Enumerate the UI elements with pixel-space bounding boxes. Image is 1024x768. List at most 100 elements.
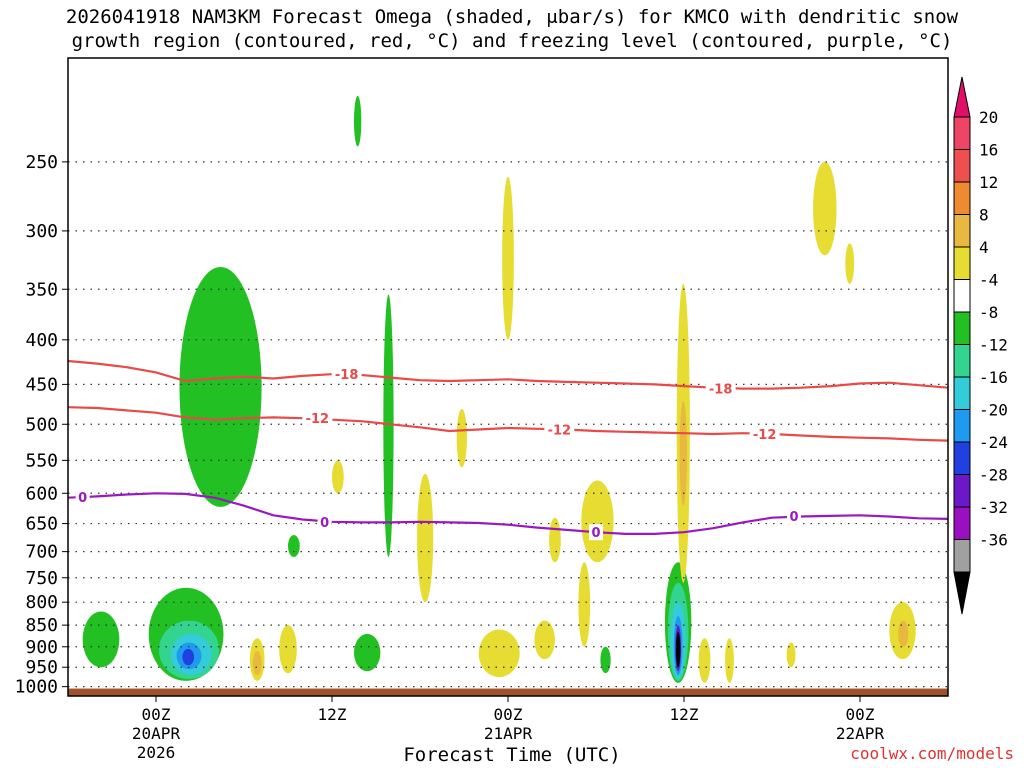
omega-region-32 (478, 629, 520, 678)
omega-region-10 (354, 633, 381, 672)
contour-label-bg-7 (589, 524, 603, 541)
omega-region-25 (578, 562, 591, 647)
y-tick-label-850: 850 (25, 615, 58, 636)
colorbar-label-11: -28 (979, 466, 1008, 485)
contour-label-bg-5 (75, 489, 90, 506)
omega-region-6 (182, 648, 195, 666)
x-tick-label-0-2: 2026 (137, 743, 176, 762)
omega-region-37 (898, 620, 909, 647)
y-tick-label-750: 750 (25, 568, 58, 589)
y-tick-label-400: 400 (25, 330, 58, 351)
contour-line-1 (68, 406, 948, 442)
y-tick-label-700: 700 (25, 542, 58, 563)
omega-region-7 (383, 294, 394, 558)
omega-region-8 (354, 95, 362, 147)
contour-label-5: 0 (78, 491, 87, 506)
omega-region-26 (549, 517, 561, 563)
omega-region-24 (581, 480, 614, 563)
omega-region-17 (675, 631, 681, 668)
contour-label-1: -12 (306, 412, 330, 427)
contour-label-3: -12 (753, 428, 777, 443)
y-tick-label-650: 650 (25, 514, 58, 535)
colorbar-swatch-7 (953, 344, 971, 378)
colorbar-swatch-2 (953, 181, 971, 215)
contour-label-bg-3 (749, 425, 780, 442)
x-tick-label-4-0: 00Z (846, 705, 875, 724)
colorbar-swatch-13 (953, 539, 971, 573)
colorbar-swatch-11 (953, 474, 971, 508)
contour-label-6: 0 (320, 516, 329, 531)
colorbar-swatch-5 (953, 279, 971, 313)
x-tick-label-2-1: 21APR (484, 724, 533, 743)
contour-label-bg-2 (544, 421, 575, 438)
contour-label-7: 0 (591, 526, 600, 541)
omega-region-11 (600, 646, 611, 674)
omega-region-34 (698, 638, 711, 683)
colorbar-label-9: -20 (979, 401, 1008, 420)
x-tick-label-0-1: 20APR (132, 724, 181, 743)
colorbar-swatch-4 (953, 246, 971, 280)
x-tick-label-4-1: 22APR (836, 724, 885, 743)
colorbar-label-0: 20 (979, 108, 998, 127)
colorbar-swatch-8 (953, 376, 971, 410)
colorbar-label-6: -8 (979, 303, 998, 322)
credit-text: coolwx.com/models (850, 744, 1014, 763)
x-tick-label-2-0: 00Z (494, 705, 523, 724)
colorbar-swatch-6 (953, 311, 971, 345)
y-tick-label-450: 450 (25, 374, 58, 395)
omega-region-19 (456, 408, 467, 468)
contour-label-bg-0 (331, 366, 362, 383)
colorbar-top-arrow (953, 76, 971, 118)
contour-label-0: -18 (335, 368, 359, 383)
omega-region-30 (252, 650, 262, 676)
colorbar-label-5: -4 (979, 271, 998, 290)
x-tick-label-1-0: 12Z (318, 705, 347, 724)
omega-region-33 (534, 620, 555, 660)
omega-region-35 (725, 638, 734, 683)
colorbar-swatch-9 (953, 409, 971, 443)
colorbar-swatch-12 (953, 506, 971, 540)
contour-label-bg-1 (302, 410, 333, 427)
omega-region-22 (813, 161, 837, 256)
x-tick-label-0-0: 00Z (142, 705, 171, 724)
colorbar-bottom-arrow (953, 571, 971, 615)
x-tick-label-3-0: 12Z (670, 705, 699, 724)
omega-region-21 (679, 400, 687, 506)
colorbar-swatch-10 (953, 441, 971, 475)
chart-title-line1: 2026041918 NAM3KM Forecast Omega (shaded… (65, 6, 959, 28)
contour-label-4: -18 (709, 383, 733, 398)
colorbar-label-13: -36 (979, 531, 1008, 550)
colorbar-label-10: -24 (979, 433, 1008, 452)
y-tick-label-1000: 1000 (15, 677, 58, 698)
colorbar-label-8: -16 (979, 368, 1008, 387)
colorbar-label-7: -12 (979, 336, 1008, 355)
omega-region-9 (288, 535, 300, 558)
surface-fill (68, 688, 948, 696)
y-tick-label-900: 900 (25, 637, 58, 658)
y-tick-label-800: 800 (25, 592, 58, 613)
omega-region-18 (502, 176, 514, 340)
omega-region-27 (417, 473, 434, 603)
contour-label-8: 0 (789, 510, 798, 525)
y-tick-label-600: 600 (25, 483, 58, 504)
chart-title-line2: growth region (contoured, red, °C) and f… (71, 30, 953, 52)
y-tick-label-500: 500 (25, 414, 58, 435)
contour-label-bg-6 (317, 513, 332, 530)
contour-line-5 (68, 492, 948, 535)
colorbar-label-1: 16 (979, 141, 998, 160)
colorbar-swatch-3 (953, 214, 971, 248)
contour-label-bg-8 (787, 507, 801, 524)
colorbar-swatch-1 (953, 149, 971, 183)
y-tick-label-300: 300 (25, 221, 58, 242)
y-tick-label-950: 950 (25, 657, 58, 678)
contour-label-bg-4 (705, 380, 736, 397)
omega-region-23 (845, 243, 855, 284)
colorbar-label-3: 8 (979, 206, 989, 225)
contour-label-2: -12 (548, 424, 572, 439)
omega-region-38 (786, 642, 796, 668)
colorbar-label-4: 4 (979, 238, 989, 257)
contour-line-0 (68, 359, 948, 390)
colorbar-label-12: -32 (979, 498, 1008, 517)
omega-region-31 (279, 625, 297, 674)
